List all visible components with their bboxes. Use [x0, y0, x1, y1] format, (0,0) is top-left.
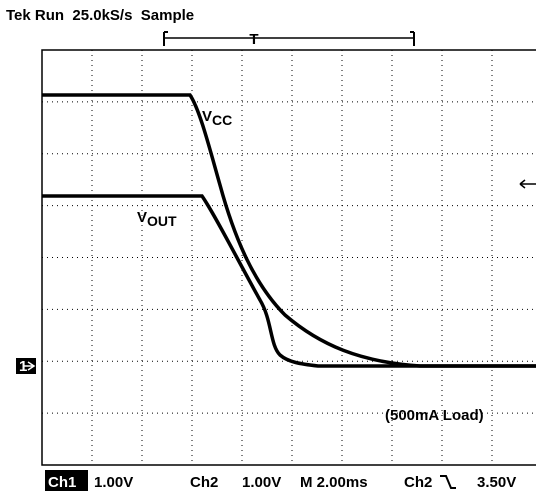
timebase: M 2.00ms — [300, 474, 368, 491]
trigger-window — [163, 31, 415, 46]
label-sub: CC — [212, 112, 232, 128]
ch2: Ch2 — [190, 474, 218, 491]
ch2-scale: 1.00V — [242, 474, 281, 491]
ch1-scale: 1.00V — [94, 474, 133, 491]
ch1-badge — [45, 470, 88, 491]
trigger-source: Ch2 — [404, 474, 432, 491]
vcc-label: VCC — [202, 108, 232, 128]
vout-trace — [42, 194, 536, 368]
graticule — [42, 50, 536, 465]
label-sub: OUT — [147, 213, 177, 229]
label-main: V — [202, 108, 212, 125]
channel-arrow — [24, 361, 36, 371]
status: Tek Run 25.0kS/s Sample — [6, 7, 194, 24]
ch1: Ch1 — [48, 474, 76, 491]
label-main: V — [137, 209, 147, 226]
trigger-level: 3.50V — [477, 474, 516, 491]
falling-edge-icon — [440, 475, 456, 489]
level-arrow — [519, 179, 536, 189]
trigger-marker: T — [249, 31, 258, 48]
vout-label: VOUT — [137, 209, 177, 229]
graticule-frame — [41, 49, 536, 466]
channel-marker: 1 — [19, 358, 27, 375]
vcc-trace — [42, 93, 536, 368]
annotation: (500mA Load) — [385, 407, 484, 424]
